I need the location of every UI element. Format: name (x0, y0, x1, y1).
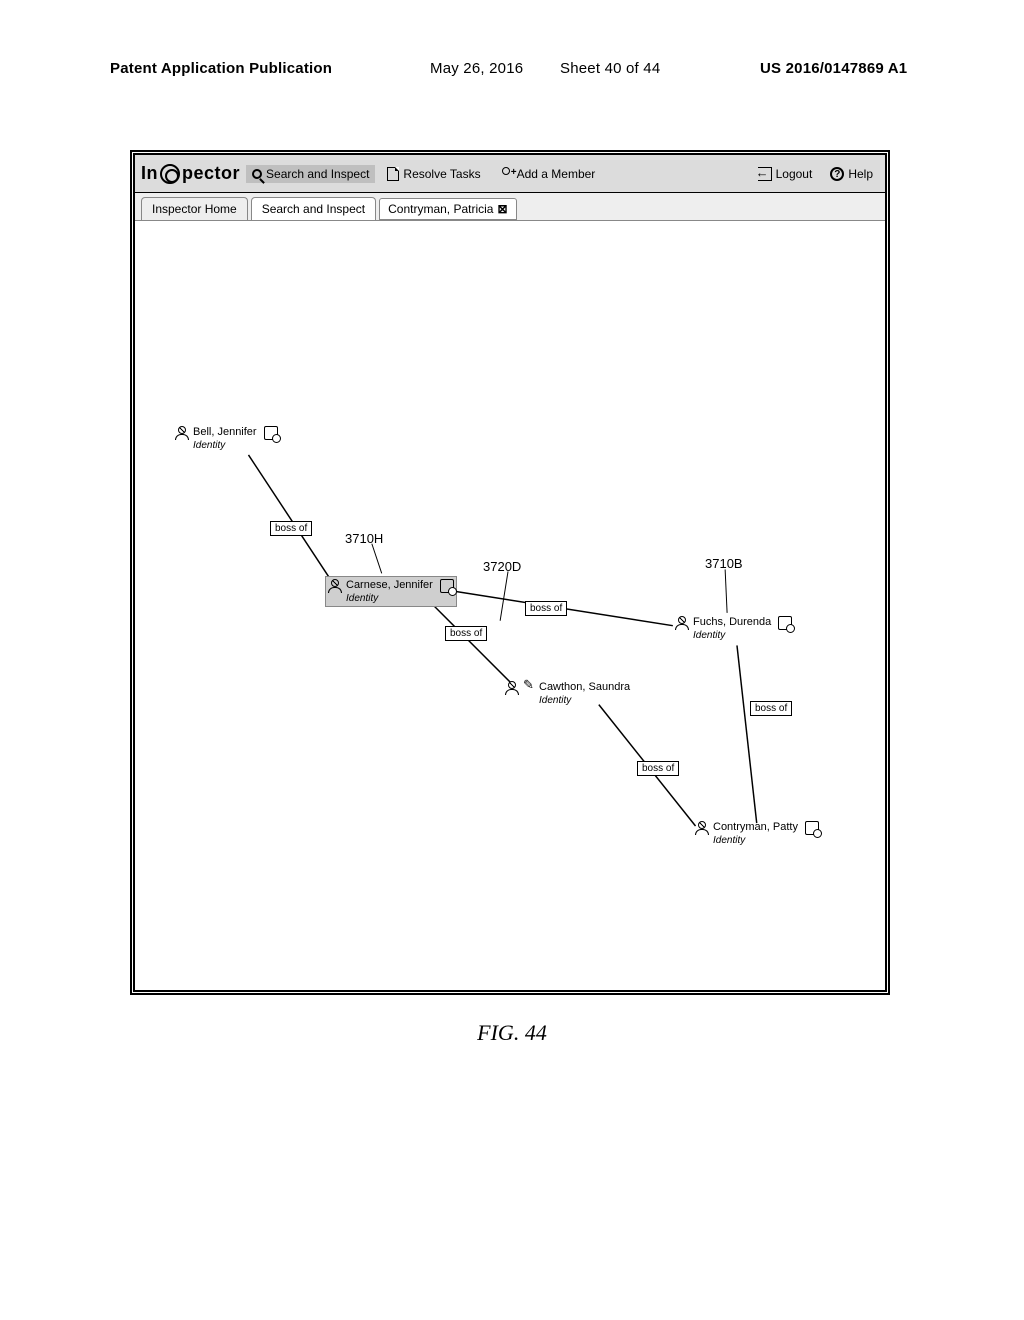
person-add-icon (499, 167, 513, 181)
edge-label: boss of (637, 761, 679, 776)
edge-label: boss of (270, 521, 312, 536)
nav-logout[interactable]: Logout (752, 165, 819, 183)
node-name: Carnese, Jennifer (346, 579, 433, 591)
identity-node-carnese[interactable]: Carnese, Jennifer Identity (325, 576, 457, 607)
brand-logo: In pector (141, 163, 240, 184)
person-icon (505, 681, 519, 695)
node-kind: Identity (193, 440, 225, 451)
detail-badge-icon[interactable] (805, 821, 819, 835)
node-kind: Identity (693, 630, 725, 641)
node-name: Cawthon, Saundra (539, 681, 630, 693)
header-sheet: Sheet 40 of 44 (560, 60, 660, 77)
nav-add-member-label: Add a Member (517, 167, 596, 181)
graph-edges (135, 221, 885, 981)
identity-node-contryman[interactable]: Contryman, Patty Identity (695, 821, 819, 846)
app-window: In pector Search and Inspect Resolve Tas… (130, 150, 890, 995)
nav-logout-label: Logout (776, 167, 813, 181)
context-chip-label: Contryman, Patricia (388, 202, 493, 216)
ref-3710h: 3710H (345, 531, 383, 546)
node-kind: Identity (346, 593, 378, 604)
app-bar: In pector Search and Inspect Resolve Tas… (135, 155, 885, 193)
magnifier-icon (252, 169, 262, 179)
node-kind: Identity (539, 695, 571, 706)
node-text: Carnese, Jennifer Identity (346, 579, 433, 604)
brand-suffix: pector (182, 163, 240, 184)
edge-label: boss of (750, 701, 792, 716)
person-icon (328, 579, 342, 593)
edge-label: boss of (445, 626, 487, 641)
identity-node-bell[interactable]: Bell, Jennifer Identity (175, 426, 278, 451)
logout-icon (758, 167, 772, 181)
tab-search-inspect[interactable]: Search and Inspect (251, 197, 376, 220)
graph-canvas[interactable]: Bell, Jennifer Identity Carnese, Jennife… (135, 221, 885, 981)
detail-badge-icon[interactable] (778, 616, 792, 630)
header-date: May 26, 2016 (430, 60, 523, 77)
edit-pencil-icon[interactable] (523, 681, 535, 693)
tab-row: Inspector Home Search and Inspect Contry… (135, 193, 885, 221)
detail-badge-icon[interactable] (264, 426, 278, 440)
help-icon: ? (830, 167, 844, 181)
person-icon (675, 616, 689, 630)
identity-node-fuchs[interactable]: Fuchs, Durenda Identity (675, 616, 792, 641)
ref-3710b: 3710B (705, 556, 743, 571)
tab-search-inspect-label: Search and Inspect (262, 202, 365, 216)
tab-home[interactable]: Inspector Home (141, 197, 248, 220)
node-text: Bell, Jennifer Identity (193, 426, 257, 451)
close-icon[interactable]: ⊠ (497, 202, 507, 216)
node-text: Cawthon, Saundra Identity (539, 681, 630, 706)
header-left: Patent Application Publication (110, 60, 332, 77)
node-kind: Identity (713, 835, 745, 846)
figure-caption: FIG. 44 (0, 1020, 1024, 1046)
doc-icon (387, 167, 399, 181)
nav-resolve-tasks[interactable]: Resolve Tasks (381, 165, 486, 183)
nav-add-member[interactable]: Add a Member (493, 165, 602, 183)
identity-node-cawthon[interactable]: Cawthon, Saundra Identity (505, 681, 630, 706)
nav-resolve-tasks-label: Resolve Tasks (403, 167, 480, 181)
spiral-icon (160, 164, 180, 184)
brand-prefix: In (141, 163, 158, 184)
node-text: Fuchs, Durenda Identity (693, 616, 771, 641)
node-name: Bell, Jennifer (193, 426, 257, 438)
node-name: Contryman, Patty (713, 821, 798, 833)
person-icon (695, 821, 709, 835)
nav-help-label: Help (848, 167, 873, 181)
person-icon (175, 426, 189, 440)
context-chip[interactable]: Contryman, Patricia ⊠ (379, 198, 516, 220)
nav-search-inspect-label: Search and Inspect (266, 167, 369, 181)
edge-label: boss of (525, 601, 567, 616)
detail-badge-icon[interactable] (440, 579, 454, 593)
ref-3720d: 3720D (483, 559, 521, 574)
node-text: Contryman, Patty Identity (713, 821, 798, 846)
nav-search-inspect[interactable]: Search and Inspect (246, 165, 375, 183)
header-pubno: US 2016/0147869 A1 (760, 60, 907, 77)
tab-home-label: Inspector Home (152, 202, 237, 216)
node-name: Fuchs, Durenda (693, 616, 771, 628)
nav-help[interactable]: ? Help (824, 165, 879, 183)
